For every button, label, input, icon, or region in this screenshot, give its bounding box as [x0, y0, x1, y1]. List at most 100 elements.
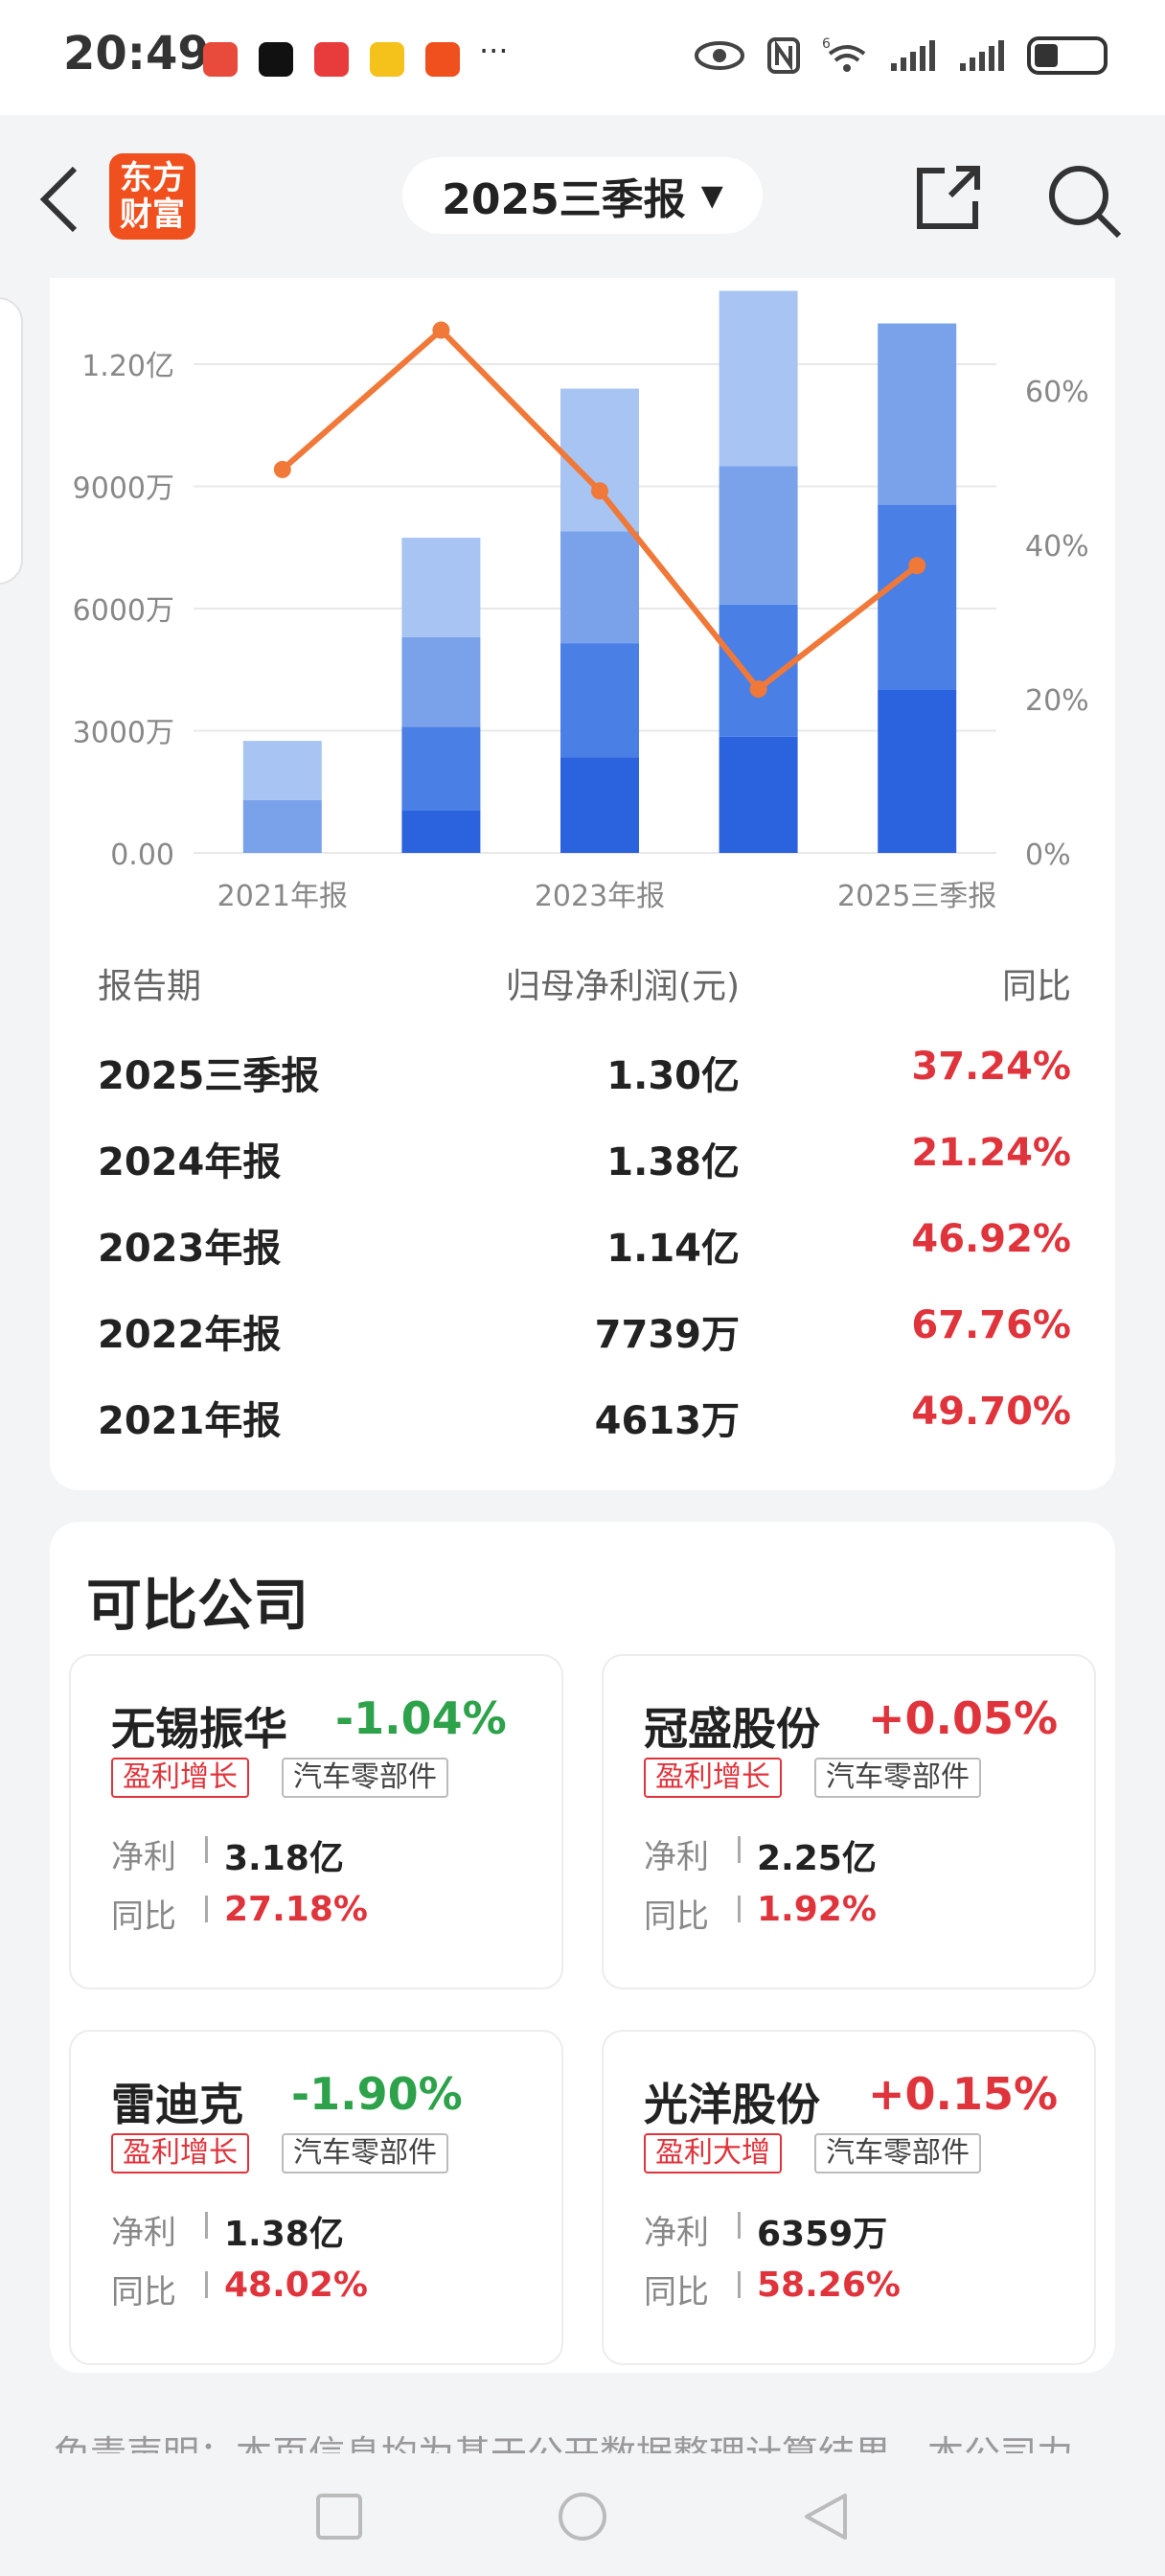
net-label: 净利 [644, 2214, 709, 2252]
home-icon[interactable] [556, 2490, 609, 2543]
bar-segment [401, 636, 481, 727]
net-value: 6359万 [757, 2215, 888, 2254]
row-yoy: 37.24% [911, 1045, 1071, 1089]
search-icon[interactable] [1044, 161, 1123, 240]
divider [205, 2212, 208, 2239]
net-value: 3.18亿 [224, 1839, 344, 1878]
divider [738, 1836, 741, 1863]
table-row[interactable]: 2023年报 1.14亿 46.92% [50, 1217, 1115, 1303]
peer-card[interactable]: 光洋股份 +0.15% 盈利大增 汽车零部件 净利 6359万 同比 58.26… [602, 2030, 1096, 2365]
report-period-dropdown[interactable]: 2025三季报 ▼ [402, 157, 763, 234]
bar-segment [560, 757, 639, 853]
industry-tag: 汽车零部件 [814, 1758, 981, 1798]
row-profit: 7739万 [594, 1313, 740, 1357]
yoy-value: 58.26% [757, 2266, 901, 2305]
row-profit: 1.38亿 [606, 1140, 740, 1184]
profit-tag: 盈利增长 [644, 1758, 782, 1798]
yoy-label: 同比 [111, 1898, 176, 1936]
profit-tag: 盈利大增 [644, 2133, 782, 2174]
header-profit: 归母净利润(元) [505, 967, 740, 1006]
back-triangle-icon[interactable] [799, 2490, 853, 2543]
row-profit: 4613万 [594, 1399, 740, 1443]
peer-companies-card: 可比公司 无锡振华 -1.04% 盈利增长 汽车零部件 净利 3.18亿 同比 … [50, 1522, 1115, 2373]
net-label: 净利 [111, 1838, 176, 1876]
net-value: 2.25亿 [757, 1839, 877, 1878]
peer-change: -1.90% [291, 2068, 463, 2120]
table-row[interactable]: 2024年报 1.38亿 21.24% [50, 1131, 1115, 1217]
divider [738, 1896, 741, 1922]
y-left-tick-label: 3000万 [73, 717, 174, 750]
yoy-label: 同比 [644, 2273, 709, 2312]
row-yoy: 49.70% [911, 1390, 1071, 1434]
x-tick-label: 2023年报 [535, 880, 665, 913]
share-icon[interactable] [912, 161, 985, 234]
nfc-icon [767, 37, 800, 74]
back-button[interactable] [36, 161, 82, 247]
yoy-value: 1.92% [757, 1890, 877, 1929]
divider [205, 1896, 208, 1922]
bar-segment [401, 726, 481, 811]
y-right-tick-label: 60% [1025, 376, 1089, 409]
row-period: 2024年报 [98, 1140, 282, 1184]
bar-segment [560, 643, 639, 758]
row-yoy: 46.92% [911, 1217, 1071, 1261]
top-nav-bar: 东方财富 2025三季报 ▼ [0, 115, 1165, 278]
table-row[interactable]: 2025三季报 1.30亿 37.24% [50, 1045, 1115, 1131]
net-value: 1.38亿 [224, 2215, 344, 2254]
status-more-icon: ··· [479, 33, 509, 69]
status-bar: 20:49 ··· 6 [0, 0, 1165, 115]
y-right-tick-label: 40% [1025, 530, 1089, 564]
table-row[interactable]: 2022年报 7739万 67.76% [50, 1303, 1115, 1390]
peer-name: 无锡振华 [111, 1703, 287, 1755]
report-period-label: 2025三季报 [442, 175, 686, 224]
peer-change: +0.15% [868, 2068, 1059, 2120]
peer-name: 光洋股份 [644, 2079, 820, 2130]
net-label: 净利 [111, 2214, 176, 2252]
y-right-tick-label: 20% [1025, 684, 1089, 718]
message-app-icon [314, 42, 349, 77]
bar-segment [719, 466, 798, 605]
growth-point [908, 557, 926, 575]
y-left-tick-label: 6000万 [73, 594, 174, 628]
network-badge: 6 [822, 36, 831, 52]
signal-icon-1 [891, 40, 935, 71]
divider [738, 2271, 741, 2298]
bar-segment [878, 690, 957, 853]
peer-card[interactable]: 无锡振华 -1.04% 盈利增长 汽车零部件 净利 3.18亿 同比 27.18… [69, 1654, 563, 1990]
row-period: 2025三季报 [98, 1054, 320, 1098]
chevron-left-icon [39, 166, 78, 233]
growth-point [749, 680, 767, 699]
status-indicators: 6 [694, 36, 1108, 75]
peer-change: -1.04% [335, 1692, 507, 1744]
battery-icon [1027, 36, 1108, 75]
x-tick-label: 2025三季报 [837, 880, 996, 913]
industry-tag: 汽车零部件 [282, 2133, 448, 2174]
peer-card[interactable]: 冠盛股份 +0.05% 盈利增长 汽车零部件 净利 2.25亿 同比 1.92% [602, 1654, 1096, 1990]
peer-name: 雷迪克 [111, 2079, 243, 2130]
bar-segment [242, 799, 322, 853]
send-app-icon [425, 42, 460, 77]
table-header: 报告期 归母净利润(元) 同比 [50, 958, 1115, 1016]
table-row[interactable]: 2021年报 4613万 49.70% [50, 1390, 1115, 1476]
recent-apps-icon[interactable] [312, 2490, 366, 2543]
profit-tag: 盈利增长 [111, 2133, 249, 2174]
app-logo[interactable]: 东方财富 [109, 153, 195, 240]
status-time: 20:49 [63, 27, 210, 80]
y-left-tick-label: 0.00 [110, 839, 174, 872]
eye-icon [695, 41, 744, 70]
tiktok-app-icon [259, 42, 293, 77]
row-profit: 1.30亿 [606, 1054, 740, 1098]
y-left-tick-label: 9000万 [73, 472, 174, 506]
yoy-label: 同比 [111, 2273, 176, 2312]
weibo-app-icon [370, 42, 404, 77]
row-period: 2022年报 [98, 1313, 282, 1357]
row-profit: 1.14亿 [606, 1227, 740, 1271]
peer-name: 冠盛股份 [644, 1703, 820, 1755]
wifi-icon: 6 [822, 36, 866, 72]
side-drawer-tab[interactable] [0, 297, 23, 585]
bar-segment [401, 538, 481, 637]
peer-card[interactable]: 雷迪克 -1.90% 盈利增长 汽车零部件 净利 1.38亿 同比 48.02% [69, 2030, 563, 2365]
y-left-tick-label: 1.20亿 [81, 350, 174, 383]
row-period: 2021年报 [98, 1399, 282, 1443]
x-tick-label: 2021年报 [217, 880, 348, 913]
